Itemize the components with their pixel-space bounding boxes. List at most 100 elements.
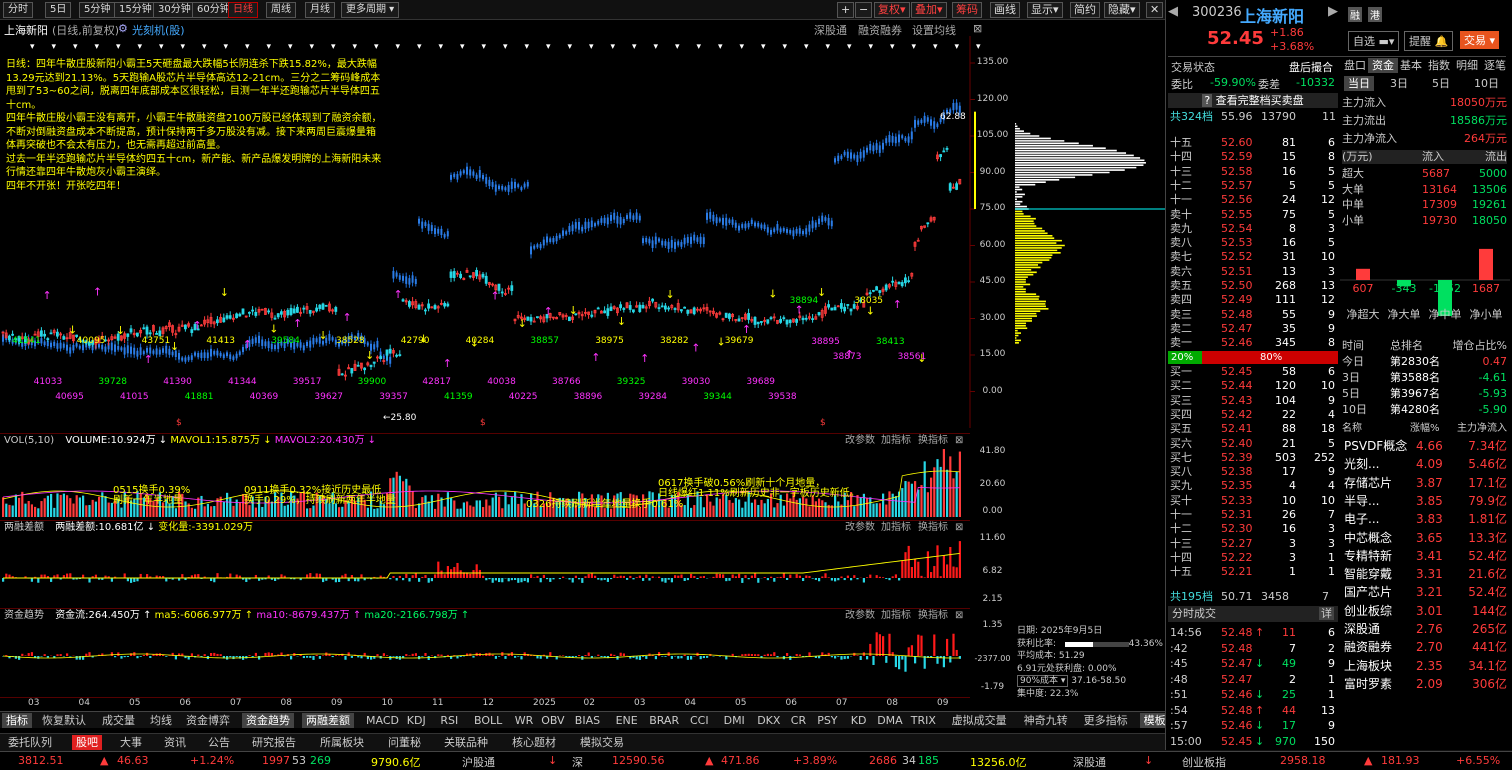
period-more[interactable]: 更多周期 ▾ xyxy=(341,2,399,18)
range-tab[interactable]: 5日 xyxy=(1428,76,1454,91)
indicator-tab[interactable]: KD xyxy=(847,713,871,728)
chart-indicator-icon[interactable]: ⚙ xyxy=(118,22,128,35)
indicator-tab[interactable]: BOLL xyxy=(470,713,506,728)
indicator-tab[interactable]: WR xyxy=(511,713,538,728)
indicator-tab[interactable]: DMA xyxy=(873,713,907,728)
info-tab[interactable]: 模拟交易 xyxy=(576,735,628,750)
period-15min[interactable]: 15分钟 xyxy=(114,2,157,18)
indicator-tab[interactable]: 两融差额 xyxy=(302,713,354,728)
indicator-tab[interactable]: ENE xyxy=(612,713,642,728)
fund-tab[interactable]: 基本 xyxy=(1396,58,1426,73)
flow-add-indicator[interactable]: 加指标 xyxy=(881,609,911,623)
period-fenshi[interactable]: 分时 xyxy=(3,2,33,18)
alert-button[interactable]: 提醒 🔔 xyxy=(1404,31,1453,51)
close-chart-icon[interactable]: ⊠ xyxy=(973,22,982,35)
vol-close-icon[interactable]: ⊠ xyxy=(955,434,963,448)
range-tab[interactable]: 10日 xyxy=(1470,76,1503,91)
hide-button[interactable]: 隐藏▾ xyxy=(1104,2,1140,18)
margin-add-indicator[interactable]: 加指标 xyxy=(881,521,911,535)
watchlist-button[interactable]: 自选 ▬▾ xyxy=(1348,31,1399,51)
ticks-detail-button[interactable]: 详 xyxy=(1319,607,1334,620)
range-tab[interactable]: 当日 xyxy=(1344,76,1374,91)
indicator-tab[interactable]: RSI xyxy=(436,713,462,728)
indicator-tab[interactable]: DKX xyxy=(753,713,784,728)
indicator-tab[interactable]: 成交量 xyxy=(98,713,139,728)
fund-tab[interactable]: 资金 xyxy=(1368,58,1398,73)
overlay-button[interactable]: 叠加▾ xyxy=(911,2,947,18)
info-tab[interactable]: 委托队列 xyxy=(4,735,56,750)
zoom-in-button[interactable]: + xyxy=(837,2,854,18)
indicator-tab[interactable]: BRAR xyxy=(645,713,683,728)
info-tab[interactable]: 问董秘 xyxy=(384,735,425,750)
chip-range-select[interactable]: 90%成本 ▾ xyxy=(1017,675,1068,687)
info-tab[interactable]: 研究报告 xyxy=(248,735,300,750)
period-monthly[interactable]: 月线 xyxy=(305,2,335,18)
display-button[interactable]: 显示▾ xyxy=(1027,2,1063,18)
indicator-tab[interactable]: KDJ xyxy=(403,713,430,728)
indicator-tab[interactable]: 更多指标 xyxy=(1080,713,1132,728)
period-30min[interactable]: 30分钟 xyxy=(153,2,196,18)
info-tab[interactable]: 公告 xyxy=(204,735,234,750)
margin-change-param[interactable]: 改参数 xyxy=(845,521,875,535)
indicator-tab[interactable]: 神奇九转 xyxy=(1020,713,1072,728)
flow-close-icon[interactable]: ⊠ xyxy=(955,609,963,623)
period-daily[interactable]: 日线 xyxy=(228,2,258,18)
margin-swap-indicator[interactable]: 换指标 xyxy=(918,521,948,535)
indicator-tab[interactable]: CCI xyxy=(686,713,713,728)
info-tab[interactable]: 大事 xyxy=(116,735,146,750)
chip-button[interactable]: 筹码 xyxy=(952,2,982,18)
fund-tab[interactable]: 指数 xyxy=(1424,58,1454,73)
info-tab[interactable]: 关联品种 xyxy=(440,735,492,750)
close-icon[interactable]: ✕ xyxy=(1146,2,1163,18)
indicator-tab[interactable]: 资金趋势 xyxy=(242,713,294,728)
info-tab[interactable]: 核心题材 xyxy=(508,735,560,750)
zoom-out-button[interactable]: − xyxy=(855,2,872,18)
vol-add-indicator[interactable]: 加指标 xyxy=(881,434,911,448)
indicator-tab[interactable]: TRIX xyxy=(907,713,940,728)
indicator-tab[interactable]: DMI xyxy=(720,713,749,728)
period-weekly[interactable]: 周线 xyxy=(266,2,296,18)
indicator-tab[interactable]: MACD xyxy=(362,713,403,728)
period-5min[interactable]: 5分钟 xyxy=(79,2,115,18)
fuquan-button[interactable]: 复权▾ xyxy=(874,2,910,18)
indicator-tab[interactable]: 均线 xyxy=(146,713,176,728)
simple-button[interactable]: 简约 xyxy=(1070,2,1100,18)
range-tab[interactable]: 3日 xyxy=(1386,76,1412,91)
info-tab[interactable]: 资讯 xyxy=(160,735,190,750)
fund-tab[interactable]: 明细 xyxy=(1452,58,1482,73)
fund-tab[interactable]: 盘口 xyxy=(1340,58,1370,73)
draw-button[interactable]: 画线 xyxy=(990,2,1020,18)
indicator-tab[interactable]: CR xyxy=(787,713,810,728)
info-tab[interactable]: 股吧 xyxy=(72,735,102,750)
